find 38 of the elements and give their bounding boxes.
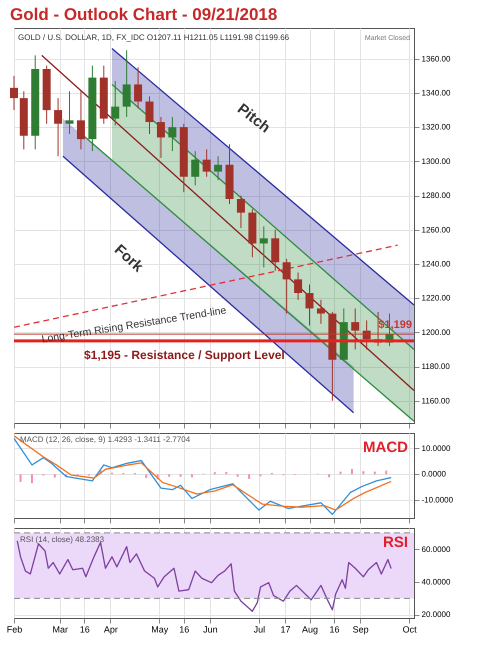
x-tick-label: Sep xyxy=(352,624,369,634)
annotation: MACD xyxy=(363,439,408,456)
y-tick-label: 1340.00 xyxy=(422,88,451,98)
y-tick-label: 1180.00 xyxy=(422,362,450,372)
y-tick-label: 1260.00 xyxy=(422,225,451,234)
chart-title: Gold - Outlook Chart - 09/21/2018 xyxy=(10,5,278,24)
ref-line-label: $1,195 - Resistance / Support Level xyxy=(84,348,285,362)
y-tick-label: 0.0000 xyxy=(422,470,447,479)
x-tick-label: Oct xyxy=(402,624,418,634)
y-tick-label: 60.0000 xyxy=(422,544,451,554)
y-tick-label: 10.0000 xyxy=(422,444,451,453)
x-tick-label: 16 xyxy=(329,624,340,634)
annotation: RSI xyxy=(382,534,408,551)
x-tick-label: Jul xyxy=(254,624,266,634)
y-tick-label: -10.0000 xyxy=(422,495,454,504)
y-tick-label: 1280.00 xyxy=(422,191,451,200)
y-tick-label: 1360.00 xyxy=(422,54,451,64)
y-tick-label: 1320.00 xyxy=(422,122,451,132)
y-tick-label: 1240.00 xyxy=(422,259,451,268)
y-tick-label: 1200.00 xyxy=(422,328,451,337)
x-tick-label: May xyxy=(151,624,169,634)
y-tick-label: 1300.00 xyxy=(422,156,451,166)
annotation: GOLD / U.S. DOLLAR, 1D, FX_IDC O1207.11 H1211.05 L1191.98 C1199.66 xyxy=(18,33,290,42)
x-tick-label: 17 xyxy=(280,624,291,634)
x-tick-label: Aug xyxy=(302,624,318,634)
x-tick-label: Apr xyxy=(104,624,118,634)
annotation: MACD (12, 26, close, 9) 1.4293 -1.3411 -2.7704 xyxy=(20,435,191,444)
y-tick-label: 20.0000 xyxy=(422,610,451,620)
x-tick-label: 16 xyxy=(179,624,190,634)
x-tick-label: Mar xyxy=(52,624,68,634)
x-tick-label: Jun xyxy=(203,624,218,634)
y-tick-label: 1160.00 xyxy=(422,396,450,406)
x-tick-label: Feb xyxy=(6,624,22,634)
annotation: RSI (14, close) 48.2383 xyxy=(20,535,105,544)
x-tick-label: 16 xyxy=(80,624,90,634)
annotation: Long-Term Rising Resistance Trend-line xyxy=(40,304,228,346)
y-tick-label: 40.0000 xyxy=(422,578,451,586)
y-tick-label: 1220.00 xyxy=(422,294,451,303)
